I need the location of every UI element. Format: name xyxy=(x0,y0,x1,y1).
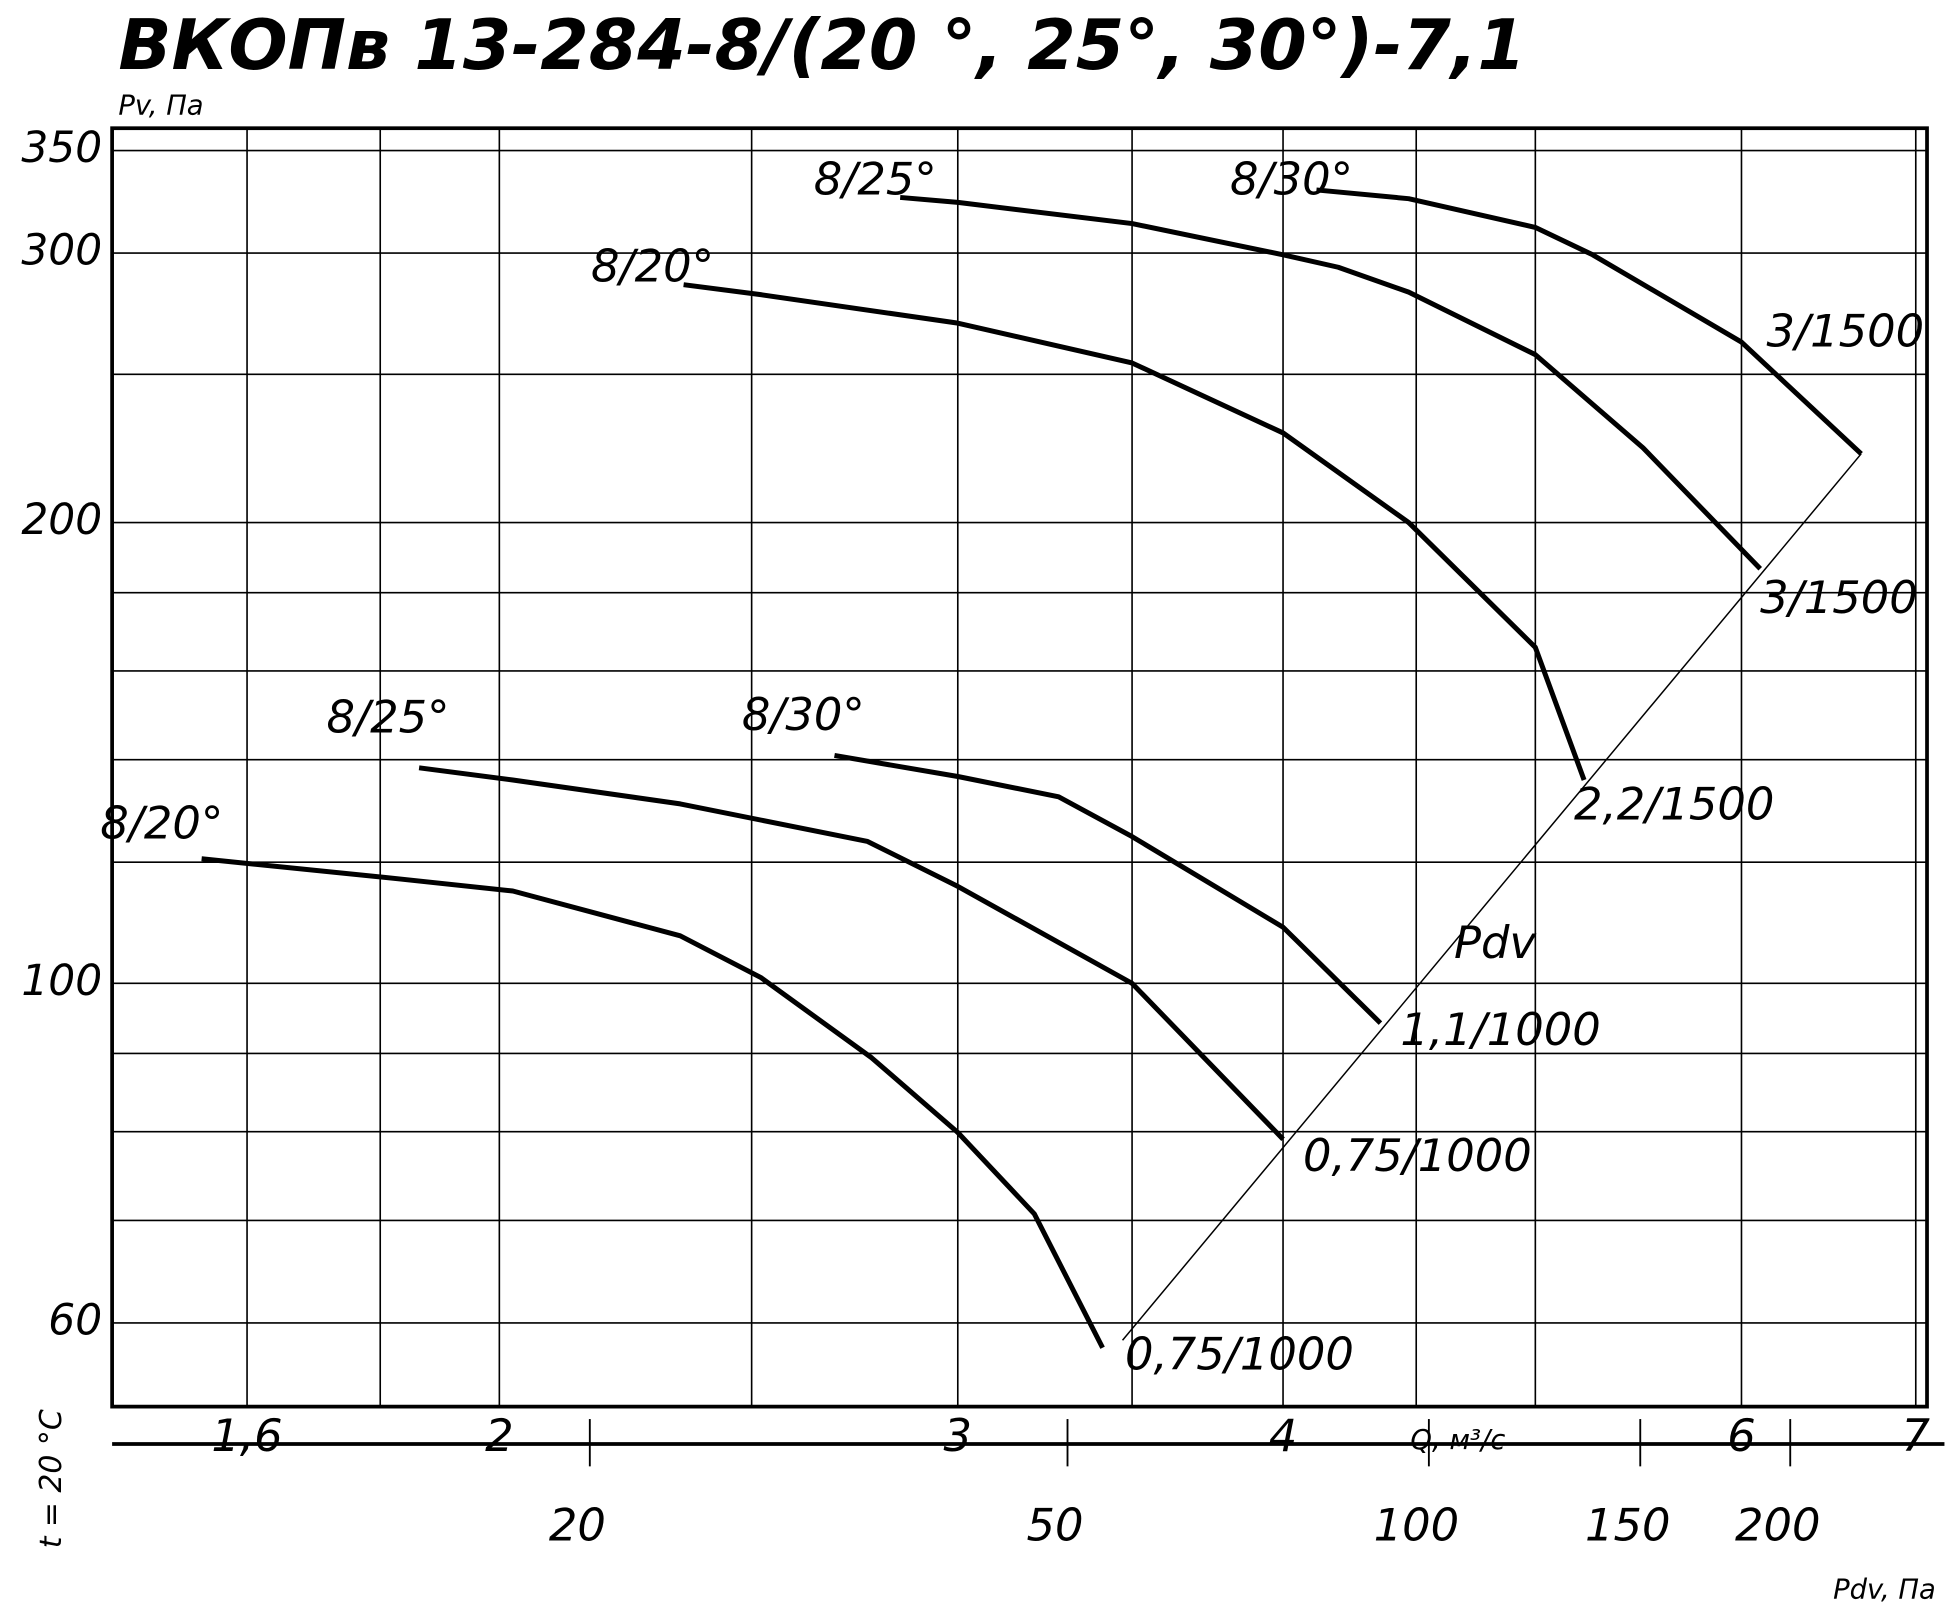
pdv-line xyxy=(1121,453,1862,1341)
x2-tick-label: 20 xyxy=(549,1499,606,1552)
x-tick-label: 6 xyxy=(1727,1409,1756,1462)
x2-tick-label: 100 xyxy=(1374,1499,1460,1552)
curve xyxy=(201,856,1105,1349)
series-name: 8/25° xyxy=(327,691,450,744)
curve xyxy=(418,765,1285,1141)
curve xyxy=(1316,187,1863,456)
y-tick-label: 350 xyxy=(21,123,102,172)
x-tick-label: 1,6 xyxy=(211,1409,282,1462)
end-label: 3/1500 xyxy=(1767,304,1925,357)
series-name: 8/30° xyxy=(1230,152,1353,205)
curve xyxy=(683,282,1587,781)
curve xyxy=(899,194,1763,571)
side-label: t = 20 °C xyxy=(34,1409,69,1548)
x2-tick-label: 150 xyxy=(1585,1499,1671,1552)
end-label: 2,2/1500 xyxy=(1574,777,1774,830)
chart-title: ВКОПв 13-284-8/(20 °, 25°, 30°)-7,1 xyxy=(118,5,1526,86)
series-name: 8/30° xyxy=(742,688,865,741)
x-tick-label: 4 xyxy=(1269,1409,1298,1462)
y-tick-label: 200 xyxy=(21,495,102,544)
pdv-line-label: Pdv xyxy=(1454,916,1537,969)
y-tick-label: 100 xyxy=(21,956,102,1005)
x-tick-label: 3 xyxy=(944,1409,973,1462)
series-name: 8/25° xyxy=(814,152,937,205)
series-name: 8/20° xyxy=(100,796,223,849)
end-label: 0,75/1000 xyxy=(1303,1129,1532,1182)
curve xyxy=(834,753,1383,1025)
x2-axis-label: Pdv, Па xyxy=(1833,1574,1936,1605)
end-label: 3/1500 xyxy=(1760,571,1918,624)
frame xyxy=(110,126,1929,1409)
y-tick-label: 60 xyxy=(48,1295,102,1344)
y-axis-label: Pv, Па xyxy=(118,91,203,122)
x2-tick-label: 200 xyxy=(1735,1499,1821,1552)
x-tick-label: 2 xyxy=(485,1409,514,1462)
plot: 60 100 200 300 350 1,6 2 3 4 6 7 20 50 100 150 200 8/20°… xyxy=(21,123,1930,1551)
x-axis-label: Q, м³/с xyxy=(1410,1425,1505,1456)
end-label: 1,1/1000 xyxy=(1400,1003,1600,1056)
y-tick-label: 300 xyxy=(21,226,102,275)
x2-tick-label: 50 xyxy=(1027,1499,1084,1552)
end-label: 0,75/1000 xyxy=(1125,1328,1354,1381)
series-name: 8/20° xyxy=(591,240,714,293)
x-tick-label: 7 xyxy=(1902,1409,1931,1462)
